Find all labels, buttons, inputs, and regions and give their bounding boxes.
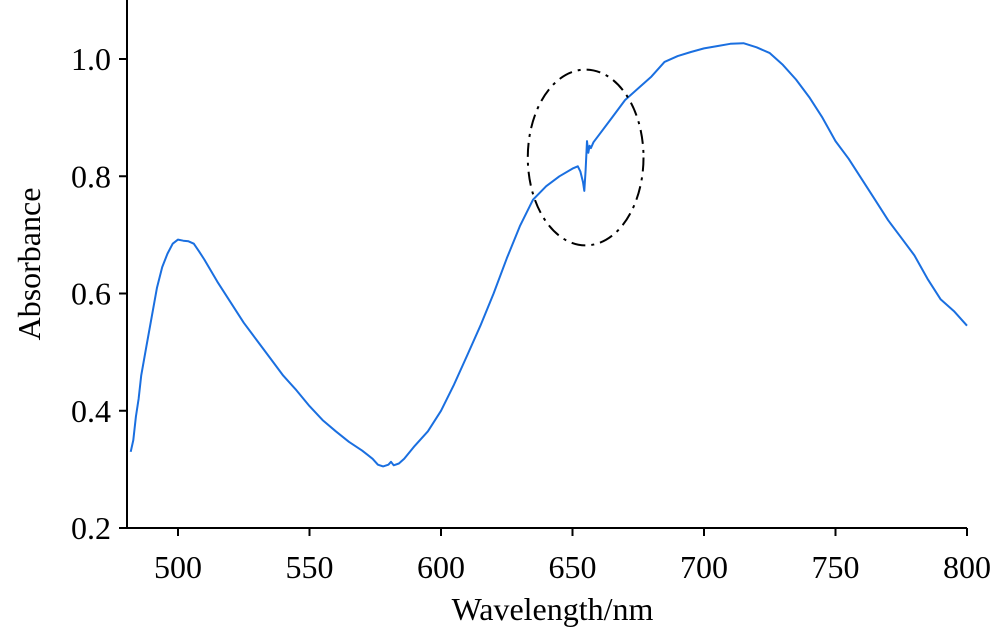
y-tick-label: 0.6 (71, 276, 111, 312)
x-tick-label: 800 (943, 549, 991, 585)
x-tick-label: 500 (154, 549, 202, 585)
x-tick-label: 700 (680, 549, 728, 585)
highlight-ellipse (526, 68, 645, 247)
axes (126, 0, 967, 529)
x-tick-label: 600 (417, 549, 465, 585)
y-ticks: 0.2 0.4 0.6 0.8 1.0 (71, 41, 127, 546)
absorbance-series-line (129, 42, 968, 468)
x-tick-label: 750 (812, 549, 860, 585)
y-tick-label: 0.2 (71, 510, 111, 546)
x-ticks: 500 550 600 650 700 750 800 (154, 528, 991, 585)
y-tick-label: 0.8 (71, 158, 111, 194)
y-tick-label: 0.4 (71, 393, 111, 429)
x-axis-title: Wavelength/nm (452, 591, 654, 627)
x-tick-label: 550 (286, 549, 334, 585)
x-tick-label: 650 (549, 549, 597, 585)
y-axis-title: Absorbance (11, 188, 47, 341)
plot-area (129, 42, 968, 468)
y-tick-label: 1.0 (71, 41, 111, 77)
